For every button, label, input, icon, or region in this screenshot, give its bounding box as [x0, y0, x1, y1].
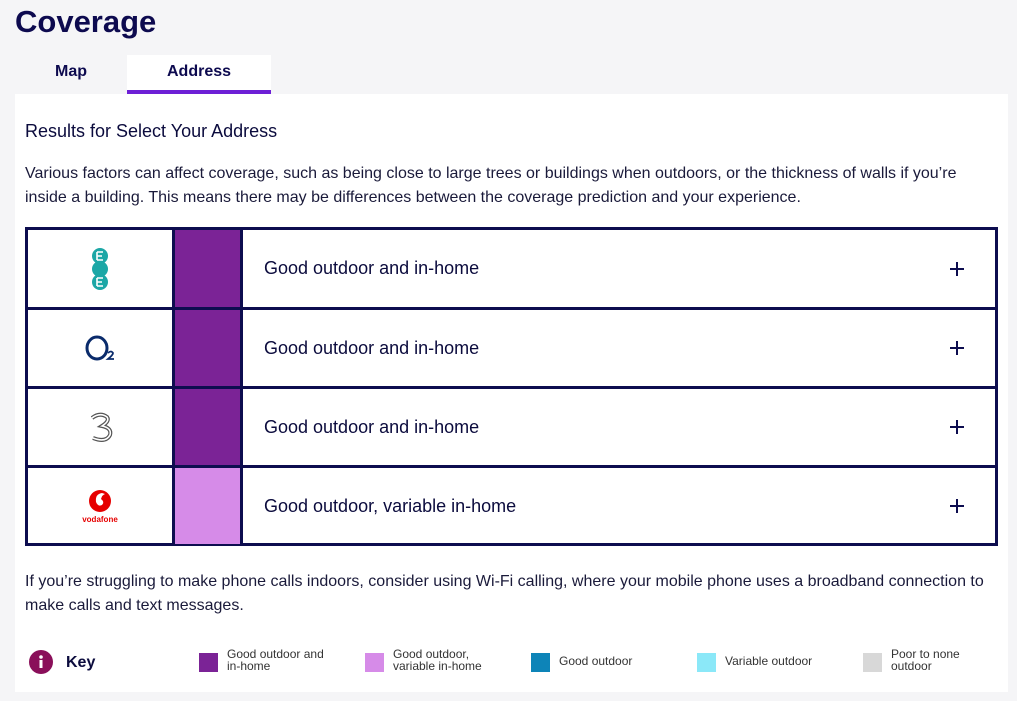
key-swatch: [199, 653, 218, 672]
coverage-swatch: [175, 468, 243, 544]
coverage-row[interactable]: Good outdoor and in-home: [28, 307, 995, 386]
expand-icon[interactable]: [948, 497, 966, 515]
expand-icon[interactable]: [948, 339, 966, 357]
operator-logo: [28, 310, 175, 386]
operator-logo: [28, 389, 175, 465]
logo-icon: [90, 412, 113, 442]
results-heading: Results for Select Your Address: [25, 121, 278, 141]
key-item-label: Poor to none outdoor: [891, 647, 960, 673]
logo-icon: vodafone: [82, 490, 118, 524]
coverage-swatch: [175, 230, 243, 307]
key-swatch: [863, 653, 882, 672]
page-title: Coverage: [15, 4, 157, 39]
coverage-status: Good outdoor and in-home: [264, 416, 480, 437]
coverage-swatch: [175, 310, 243, 386]
operator-logo: [28, 230, 175, 307]
key-item-label: Good outdoor, variable in-home: [393, 647, 482, 673]
coverage-swatch: [175, 389, 243, 465]
key-item-label: Good outdoor and in-home: [227, 647, 324, 673]
operator-logo: vodafone: [28, 468, 175, 544]
info-icon: [29, 650, 53, 674]
key-item-label: Good outdoor: [559, 654, 633, 668]
coverage-row[interactable]: Good outdoor and in-home: [28, 386, 995, 465]
coverage-table: Good outdoor and in-home Good outdoor and…: [25, 227, 998, 546]
key-label: Key: [66, 654, 96, 671]
coverage-status: Good outdoor, variable in-home: [264, 495, 517, 516]
key-swatch: [365, 653, 384, 672]
coverage-row[interactable]: Good outdoor and in-home: [28, 230, 995, 307]
logo-icon: [92, 248, 108, 290]
logo-text: vodafone: [82, 515, 118, 524]
expand-icon[interactable]: [948, 418, 966, 436]
tab[interactable]: Map: [55, 63, 87, 80]
intro-text: Various factors can affect coverage, suc…: [25, 165, 957, 206]
logo-icon: [85, 335, 114, 361]
key-item-label: Variable outdoor: [725, 654, 813, 668]
coverage-status: Good outdoor and in-home: [264, 258, 480, 278]
key-swatch: [697, 653, 716, 672]
coverage-status: Good outdoor and in-home: [264, 337, 480, 358]
expand-icon[interactable]: [948, 260, 966, 278]
key-swatch: [531, 653, 550, 672]
wifi-note: If you’re struggling to make phone calls…: [25, 573, 984, 614]
tab-active[interactable]: Address: [127, 55, 271, 94]
coverage-row[interactable]: vodafone Good outdoor, variable in-home: [28, 465, 995, 544]
